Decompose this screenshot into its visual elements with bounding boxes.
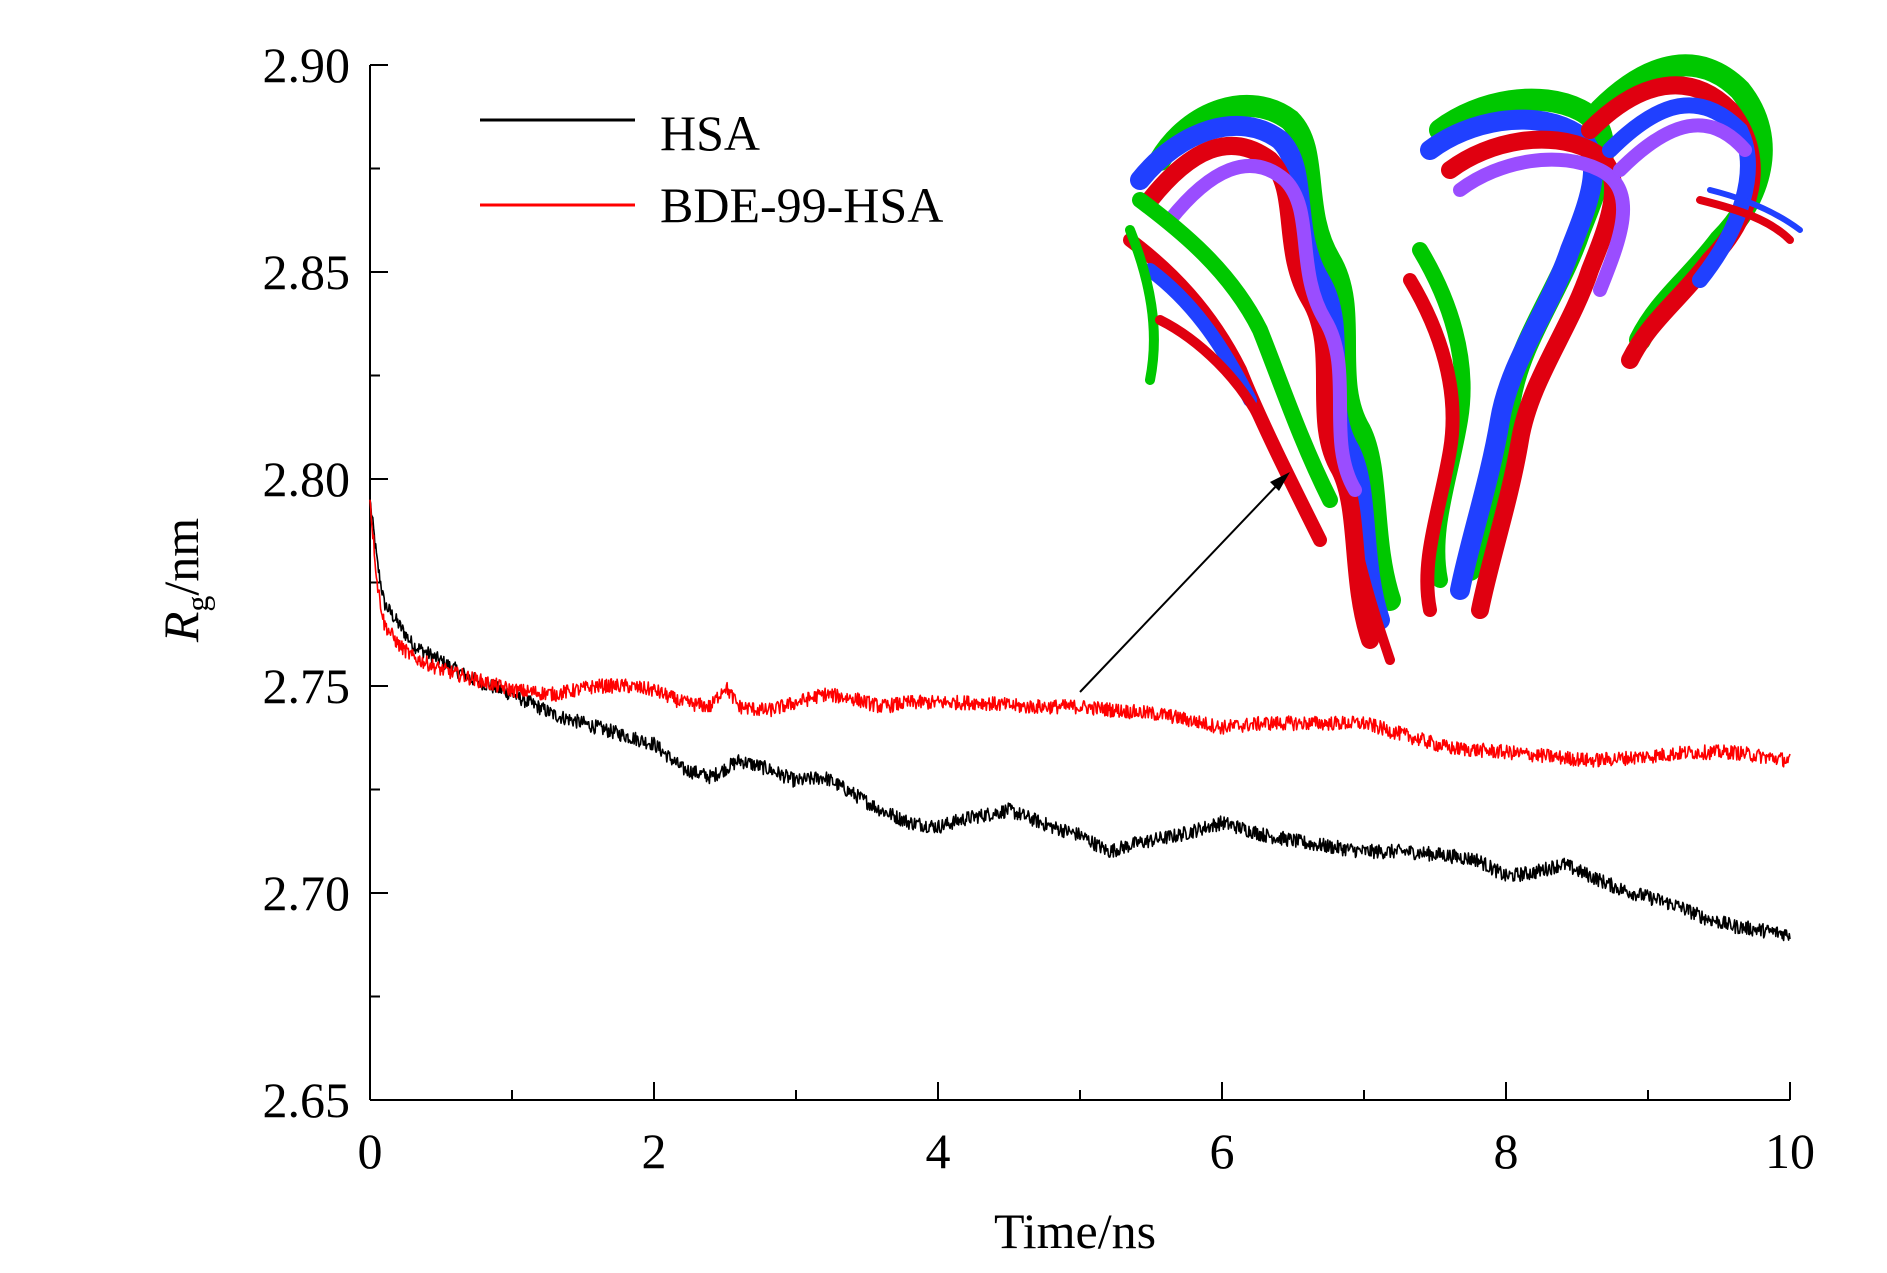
x-tick-label: 4 (926, 1123, 951, 1179)
y-axis-title-sub: g (179, 596, 215, 612)
legend-label-bde99-hsa: BDE-99-HSA (660, 177, 943, 233)
y-tick-label: 2.85 (263, 244, 351, 300)
y-axis-ticks: 2.65 2.70 2.75 2.80 2.85 2.90 (263, 37, 388, 1128)
x-tick-label: 0 (358, 1123, 383, 1179)
series-line-hsa (369, 499, 1791, 942)
legend-label-hsa: HSA (660, 105, 760, 161)
x-tick-label: 6 (1210, 1123, 1235, 1179)
y-tick-label: 2.90 (263, 37, 351, 93)
x-tick-label: 10 (1765, 1123, 1815, 1179)
protein-structure-inset (1123, 54, 1803, 665)
x-tick-label: 8 (1494, 1123, 1519, 1179)
y-tick-label: 2.65 (263, 1072, 351, 1128)
x-tick-label: 2 (642, 1123, 667, 1179)
annotation-arrow (1079, 472, 1290, 693)
y-axis-title-unit: /nm (153, 518, 209, 596)
y-axis-title: Rg/nm (153, 518, 215, 643)
x-axis-title: Time/ns (994, 1203, 1156, 1259)
y-axis-title-main: R (153, 612, 209, 644)
legend: HSA BDE-99-HSA (480, 105, 943, 233)
series-lines (369, 499, 1791, 942)
series-line-bde99-hsa (369, 499, 1791, 768)
y-tick-label: 2.75 (263, 658, 351, 714)
y-tick-label: 2.70 (263, 865, 351, 921)
y-tick-label: 2.80 (263, 451, 351, 507)
x-axis-ticks: 0 2 4 6 8 10 (358, 1082, 1815, 1179)
